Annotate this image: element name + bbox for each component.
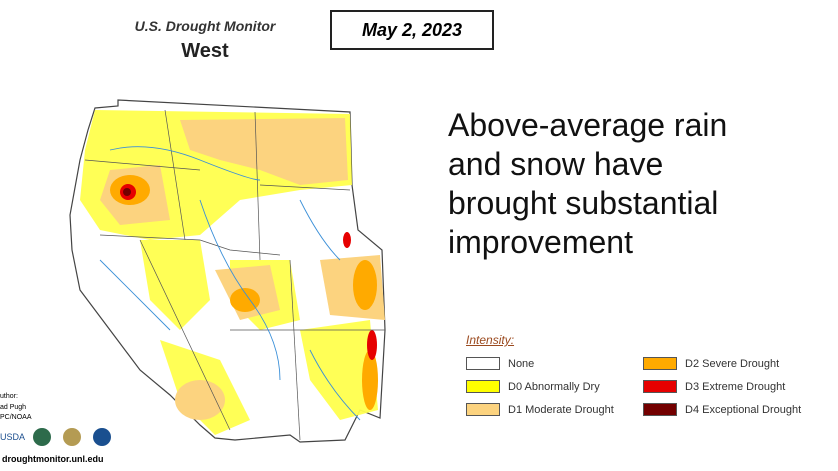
logo bbox=[93, 428, 111, 446]
usda-logo: USDA bbox=[0, 432, 25, 442]
legend-label: D2 Severe Drought bbox=[685, 357, 780, 370]
headline-line: and snow have bbox=[448, 146, 664, 182]
legend-label: D0 Abnormally Dry bbox=[508, 380, 600, 393]
legend-label: D1 Moderate Drought bbox=[508, 403, 614, 416]
headline-line: improvement bbox=[448, 224, 633, 260]
monitor-title: U.S. Drought Monitor bbox=[134, 18, 276, 34]
d4-areas bbox=[123, 188, 131, 196]
legend-label: D4 Exceptional Drought bbox=[685, 403, 802, 416]
legend-label: D3 Extreme Drought bbox=[685, 380, 786, 393]
logo bbox=[33, 428, 51, 446]
region-title: West bbox=[181, 40, 229, 62]
legend-swatch bbox=[466, 403, 500, 416]
legend-title: Intensity: bbox=[466, 333, 515, 347]
author: ad Pugh bbox=[0, 404, 26, 411]
author-label: uthor: bbox=[0, 393, 18, 400]
headline-line: brought substantial bbox=[448, 185, 719, 221]
legend-item: D2 Severe Drought bbox=[643, 357, 779, 370]
legend-swatch bbox=[643, 403, 677, 416]
legend-item: D3 Extreme Drought bbox=[643, 380, 785, 393]
legend-item: D1 Moderate Drought bbox=[466, 403, 614, 416]
legend-swatch bbox=[466, 380, 500, 393]
logo bbox=[63, 428, 81, 446]
legend-item: None bbox=[466, 357, 534, 370]
headline: Above-average rain and snow have brought… bbox=[448, 106, 727, 262]
org: PC/NOAA bbox=[0, 414, 32, 421]
rivers bbox=[99, 146, 361, 421]
legend-swatch bbox=[466, 357, 500, 370]
legend-item: D4 Exceptional Drought bbox=[643, 403, 801, 416]
legend-swatch bbox=[643, 380, 677, 393]
legend-label: None bbox=[508, 357, 535, 370]
drought-map: uthor: ad Pugh PC/NOAA USDA droughtmonit… bbox=[0, 99, 386, 464]
d2-areas bbox=[110, 175, 378, 410]
legend-item: D0 Abnormally Dry bbox=[466, 380, 600, 393]
date-box: May 2, 2023 bbox=[330, 10, 494, 50]
url: droughtmonitor.unl.edu bbox=[2, 454, 103, 464]
legend-swatch bbox=[643, 357, 677, 370]
state-borders bbox=[84, 109, 385, 441]
headline-line: Above-average rain bbox=[448, 107, 728, 143]
